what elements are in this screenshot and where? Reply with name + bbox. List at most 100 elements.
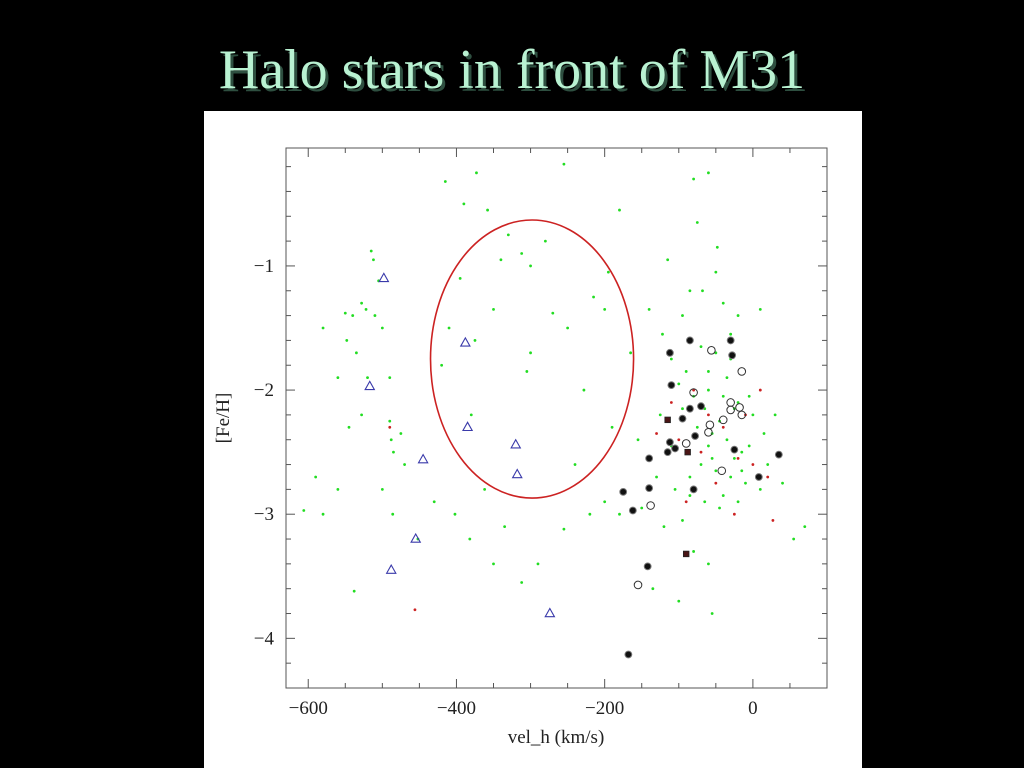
green-point — [732, 456, 736, 460]
green-point — [640, 506, 644, 510]
green-point — [391, 512, 395, 516]
green-point — [399, 432, 403, 435]
green-point — [388, 376, 392, 380]
open-circle-point — [646, 501, 655, 510]
green-point — [747, 444, 751, 448]
triangle-point — [364, 380, 376, 391]
green-point — [520, 252, 524, 255]
ticks-layer: −600 −400 −200 0 −1 −2 −3 −4 — [254, 148, 828, 719]
green-point — [366, 376, 369, 380]
green-point — [692, 177, 696, 181]
x-tick-label: 0 — [748, 698, 758, 719]
red-point — [692, 388, 696, 392]
green-point — [302, 509, 306, 512]
filled-circle-point — [685, 404, 694, 413]
red-point — [736, 456, 740, 460]
green-point — [707, 171, 710, 175]
open-circle-point — [633, 580, 643, 590]
green-point — [618, 512, 621, 516]
filled-circle-point — [671, 444, 679, 453]
green-point — [677, 599, 681, 603]
green-point — [343, 311, 347, 315]
open-circle-point — [737, 367, 747, 376]
green-point — [520, 581, 524, 584]
filled-square-point — [684, 448, 691, 456]
green-point — [669, 357, 673, 361]
red-point — [766, 475, 770, 479]
green-point — [758, 487, 762, 491]
green-point — [499, 258, 503, 262]
green-point — [373, 314, 377, 317]
triangle-point — [410, 532, 422, 543]
green-point — [566, 326, 570, 330]
green-point — [651, 587, 655, 591]
y-tick-label: −3 — [254, 504, 274, 525]
green-point — [740, 450, 744, 454]
green-point — [681, 519, 684, 522]
filled-circle-point — [754, 473, 763, 481]
green-point — [492, 562, 495, 566]
green-point — [562, 162, 566, 166]
filled-circle-point — [728, 351, 737, 360]
plot-frame — [285, 147, 828, 689]
slide-title: Halo stars in front of M31 — [218, 39, 806, 101]
green-point — [714, 270, 718, 274]
green-point — [592, 295, 595, 299]
green-point — [588, 512, 592, 516]
green-point — [736, 314, 740, 317]
green-point — [629, 351, 633, 355]
filled-circle-point — [697, 402, 705, 411]
green-point — [747, 394, 751, 398]
green-point — [758, 307, 762, 311]
green-point — [666, 258, 670, 262]
green-point — [582, 388, 586, 392]
green-point — [707, 562, 710, 566]
green-point — [432, 500, 436, 504]
green-point — [486, 208, 489, 212]
y-tick-label: −1 — [254, 256, 274, 277]
green-point — [721, 394, 725, 398]
filled-circle-point — [628, 506, 637, 515]
green-point — [314, 475, 318, 479]
green-point — [458, 276, 462, 280]
green-point — [725, 376, 729, 380]
open-circle-point — [737, 410, 747, 420]
green-point — [610, 425, 614, 429]
green-point — [321, 326, 325, 330]
green-point — [529, 264, 532, 268]
green-point — [699, 345, 703, 349]
red-point — [751, 463, 755, 466]
triangle-point — [462, 421, 474, 432]
filled-circle-point — [667, 381, 676, 390]
red-point — [758, 388, 762, 392]
green-point — [562, 527, 566, 531]
green-point — [473, 339, 477, 342]
green-point — [673, 487, 677, 491]
green-point — [707, 388, 710, 392]
green-point — [699, 463, 703, 466]
green-point — [725, 438, 729, 442]
green-point — [721, 494, 725, 497]
green-point — [369, 249, 373, 253]
red-point — [771, 519, 775, 522]
open-circle-point — [717, 466, 727, 476]
green-point — [695, 425, 699, 429]
open-circle-point — [689, 388, 698, 397]
filled-circle-point — [665, 348, 674, 357]
red-point — [413, 608, 417, 612]
green-point — [321, 512, 325, 516]
green-point — [606, 270, 610, 274]
red-point — [721, 425, 725, 429]
green-point — [647, 307, 651, 311]
green-point — [766, 463, 770, 466]
green-point — [355, 351, 358, 355]
red-point — [677, 438, 681, 442]
filled-circle-point — [678, 414, 687, 423]
green-point — [688, 289, 692, 293]
green-point — [492, 307, 495, 311]
y-tick-label: −4 — [254, 628, 275, 649]
open-circle-point — [704, 427, 713, 437]
green-point — [543, 239, 547, 243]
filled-circle-point — [774, 450, 783, 459]
triangle-point — [378, 272, 390, 283]
